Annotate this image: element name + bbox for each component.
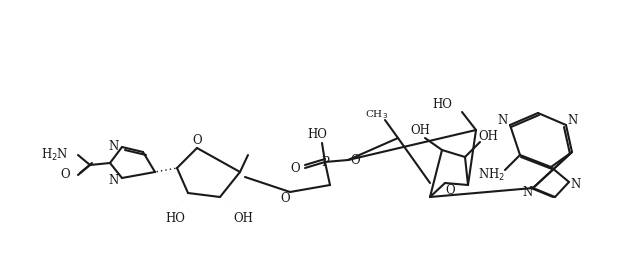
- Text: OH: OH: [478, 131, 498, 143]
- Text: H$_2$N: H$_2$N: [41, 147, 69, 163]
- Text: N: N: [568, 114, 578, 127]
- Text: O: O: [192, 135, 202, 148]
- Text: HO: HO: [432, 98, 452, 111]
- Text: O: O: [280, 193, 290, 206]
- Text: HO: HO: [307, 128, 327, 142]
- Text: OH: OH: [233, 211, 253, 225]
- Text: N: N: [523, 186, 533, 200]
- Text: O: O: [445, 184, 455, 197]
- Text: N: N: [571, 178, 581, 192]
- Text: O: O: [350, 153, 360, 167]
- Text: HO: HO: [165, 211, 185, 225]
- Text: N: N: [498, 114, 508, 127]
- Polygon shape: [175, 193, 188, 210]
- Text: P: P: [321, 156, 329, 168]
- Text: NH$_2$: NH$_2$: [479, 167, 505, 183]
- Text: CH$_3$: CH$_3$: [365, 109, 389, 121]
- Text: O: O: [290, 161, 300, 174]
- Polygon shape: [220, 197, 238, 210]
- Text: O: O: [60, 168, 70, 181]
- Text: OH: OH: [410, 124, 430, 138]
- Text: N: N: [109, 140, 119, 153]
- Text: N: N: [109, 173, 119, 186]
